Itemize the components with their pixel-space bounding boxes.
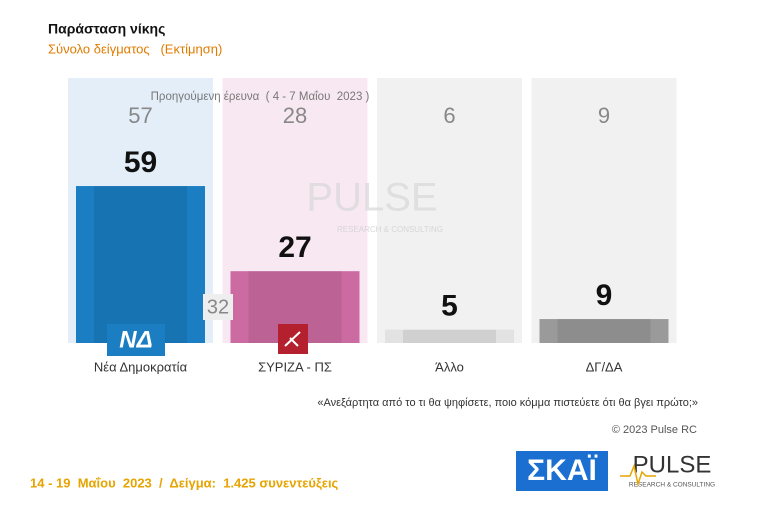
broadcaster-logo-bg [516,451,608,491]
value-label: 9 [596,279,613,312]
chart-title: Παράσταση νίκης [48,21,165,37]
lead-label: 32 [207,296,229,318]
broadcaster-logo: ΣΚΑΪ [527,454,597,487]
question: «Ανεξάρτητα από το τι θα ψηφίσετε, ποιο … [317,397,698,409]
pollster-tagline: RESEARCH & CONSULTING [629,482,715,489]
copyright: © 2023 Pulse RC [612,424,697,436]
bar-shade [557,319,651,343]
nd-logo: ΝΔ [107,324,165,356]
syriza-logo-mark [284,331,301,347]
previous-value: 9 [598,103,610,128]
category-label: ΔΓ/ΔΑ [586,359,623,374]
bar [385,329,514,343]
chart-subtitle: Σύνολο δείγματος (Εκτίμηση) [48,41,222,56]
nd-logo-text: ΝΔ [119,326,152,353]
footer: 14 - 19 Μαΐου 2023 / Δείγμα: 1.425 συνεν… [30,475,339,490]
value-label: 27 [278,231,311,264]
previous-panel [531,78,677,343]
lead-box: 32 [203,294,233,320]
previous-value: 6 [443,103,455,128]
watermark-tagline: RESEARCH & CONSULTING [337,225,443,234]
value-label: 59 [124,146,157,179]
bar-shade [403,329,496,343]
bar-shade [94,186,187,343]
watermark: PULSE [306,176,437,220]
category-label: Άλλο [435,359,464,374]
bar [76,186,205,343]
lead-box-bg [203,294,233,320]
previous-survey-label: Προηγούμενη έρευνα ( 4 - 7 Μαΐου 2023 ) [151,91,370,103]
category-label: ΣΥΡΙΖΑ - ΠΣ [258,359,332,374]
pollster-logo-pulse [620,463,656,487]
syriza-logo [278,324,308,354]
pollster-logo: PULSE [633,451,712,478]
category-label: Νέα Δημοκρατία [94,359,188,374]
nd-logo-bg [107,324,165,356]
value-label: 5 [441,290,458,323]
previous-value: 28 [283,103,307,128]
bar [539,319,669,343]
previous-value: 57 [128,103,152,128]
previous-panel [377,78,522,343]
